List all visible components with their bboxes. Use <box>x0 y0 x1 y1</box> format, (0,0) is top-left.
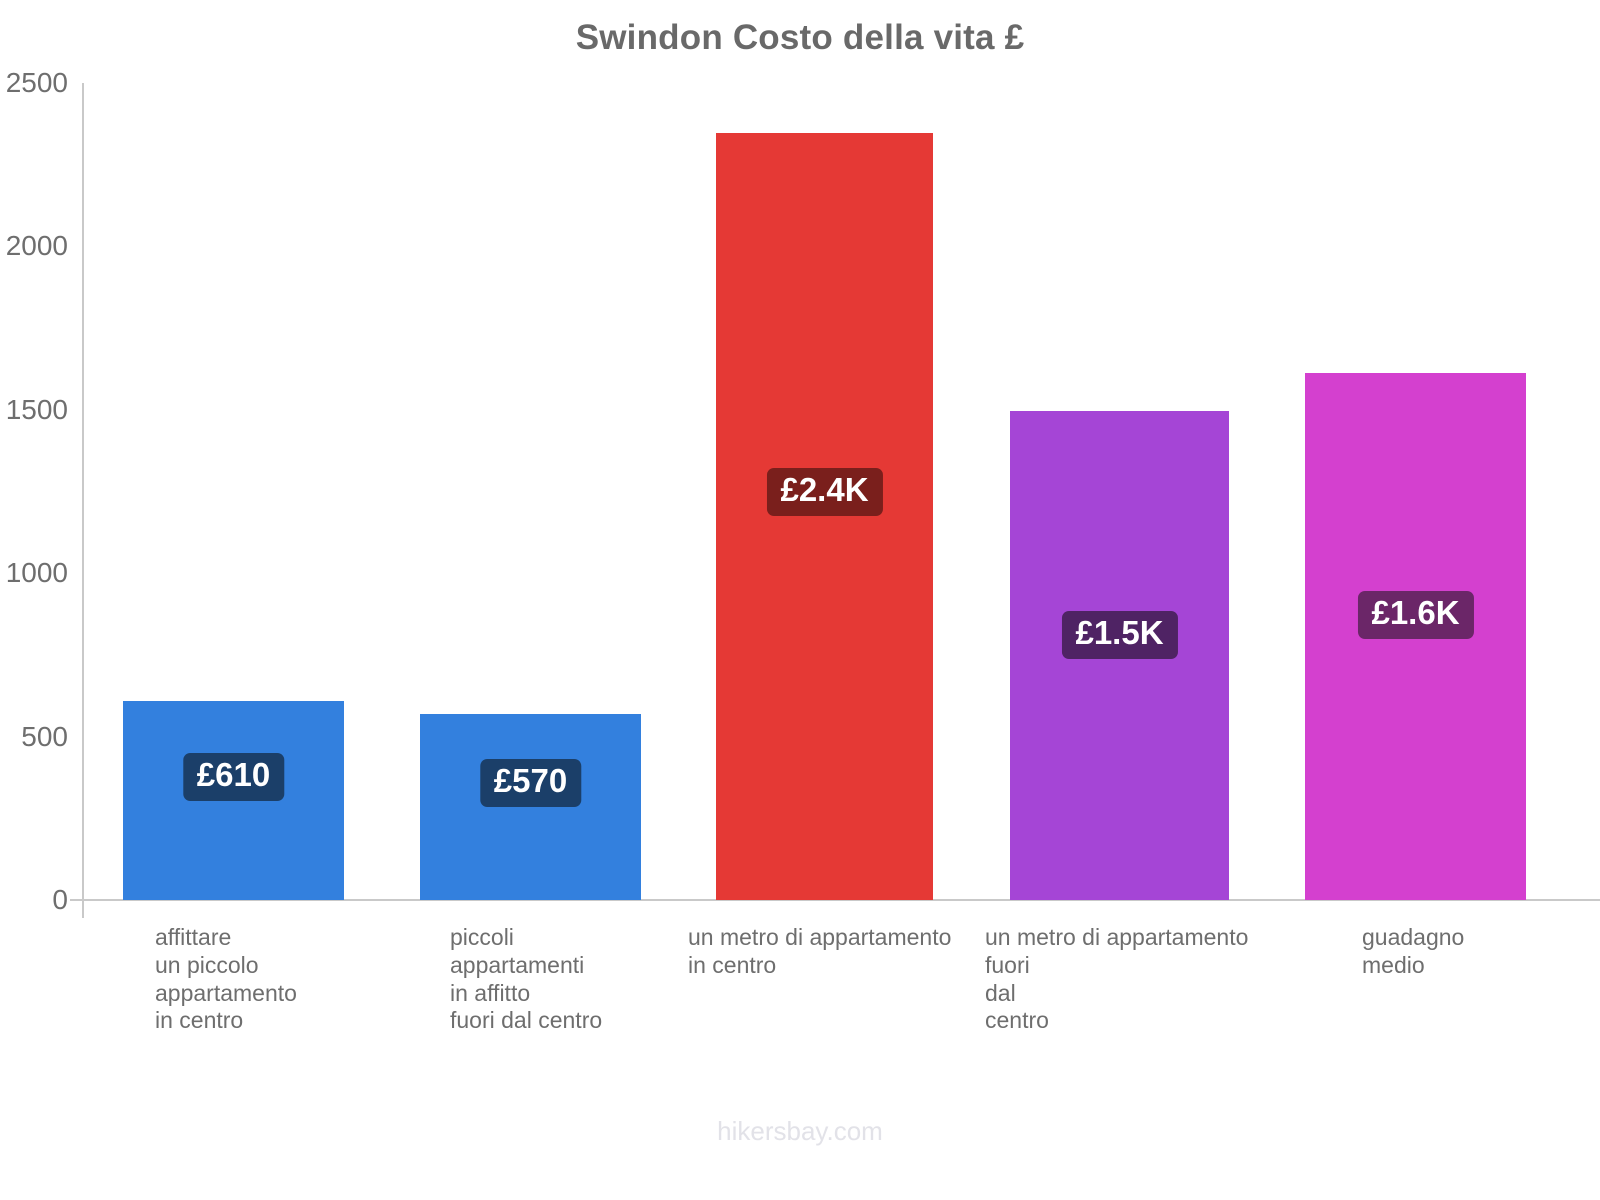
y-tick-label: 2500 <box>5 67 68 98</box>
x-tick-label: affittare un piccolo appartamento in cen… <box>155 924 297 1034</box>
x-tick-label: guadagno medio <box>1362 924 1465 978</box>
footer-watermark: hikersbay.com <box>717 1116 883 1146</box>
bar-value-label: £570 <box>479 758 582 807</box>
y-tick-label: 2000 <box>5 230 68 262</box>
bar-value-label: £2.4K <box>766 468 883 516</box>
y-axis-line <box>82 83 84 918</box>
bar-value-label: £610 <box>182 752 285 801</box>
x-tick-label: piccoli appartamenti in affitto fuori da… <box>450 924 603 1034</box>
y-tick-label: 0 <box>52 884 68 915</box>
chart-title: Swindon Costo della vita £ <box>575 18 1025 57</box>
x-tick-label: un metro di appartamento fuori dal centr… <box>985 924 1249 1034</box>
x-tick-label: un metro di appartamento in centro <box>688 924 952 978</box>
bar[interactable]: £2.4K <box>716 133 933 900</box>
plot-area: 0 500 1000 1500 2000 2500 £610 £570 £2.4K £1.5K £… <box>6 67 1600 915</box>
bar-value-label: £1.5K <box>1061 611 1178 660</box>
y-tick-label: 500 <box>21 720 68 752</box>
bar[interactable]: £570 <box>420 713 641 900</box>
x-axis-line <box>82 899 1600 901</box>
bar-value-label: £1.6K <box>1357 591 1474 640</box>
y-tick-label: 1500 <box>5 393 68 425</box>
y-tick-label: 1000 <box>5 557 68 589</box>
bar[interactable]: £1.5K <box>1010 411 1229 900</box>
bar[interactable]: £1.6K <box>1305 373 1526 900</box>
y-tick-mark <box>70 899 82 901</box>
bar[interactable]: £610 <box>123 700 344 900</box>
